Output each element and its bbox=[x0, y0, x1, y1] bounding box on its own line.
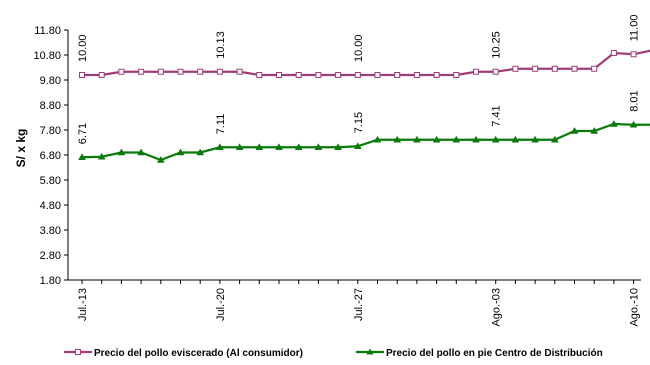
y-axis-label: S/ x kg bbox=[14, 129, 28, 168]
series-2-point bbox=[156, 156, 165, 163]
series-2-point bbox=[196, 148, 205, 156]
series-1-point bbox=[512, 65, 519, 72]
series-2-point bbox=[531, 135, 540, 143]
series-1-point bbox=[591, 65, 598, 72]
series-group: 10.00 10.13 10.00 10.25 11.00 6.71 7.11 7.15 7.4… bbox=[77, 15, 650, 163]
series-2-point bbox=[609, 120, 618, 127]
series-1-point bbox=[276, 72, 282, 78]
data-label-series-1: 11.00 bbox=[629, 15, 641, 42]
series-1-point bbox=[354, 72, 361, 78]
series-1-point bbox=[197, 68, 204, 75]
series-1-point bbox=[138, 68, 145, 75]
series-1-point bbox=[236, 68, 243, 75]
x-tick-label: Jul.-13 bbox=[77, 288, 89, 321]
series-2-point bbox=[314, 143, 323, 150]
series-1-point bbox=[315, 72, 322, 78]
series-1-point bbox=[256, 72, 263, 78]
series-1-point bbox=[394, 72, 401, 78]
series-1-point bbox=[335, 72, 342, 78]
series-1-point bbox=[551, 65, 558, 72]
y-tick-label: 7.80 bbox=[40, 125, 61, 137]
series-2-point bbox=[176, 148, 185, 156]
y-tick-label: 6.80 bbox=[40, 150, 61, 162]
series-2-point bbox=[294, 143, 303, 150]
series-1-point bbox=[453, 72, 460, 78]
y-tick-label: 1.80 bbox=[40, 275, 61, 287]
series-1-point bbox=[433, 72, 440, 78]
series-1-point bbox=[177, 68, 184, 75]
legend-label-1: Precio del pollo eviscerado (Al consumid… bbox=[94, 348, 303, 359]
series-1-point bbox=[532, 65, 539, 72]
data-label-series-2: 7.41 bbox=[491, 105, 503, 126]
series-2-point bbox=[275, 143, 283, 150]
series-line-1 bbox=[82, 49, 650, 77]
series-1-point bbox=[98, 72, 105, 78]
x-tick-label: Jul.-20 bbox=[215, 288, 227, 321]
series-2-point bbox=[215, 143, 224, 150]
y-tick-label: 11.80 bbox=[34, 25, 61, 37]
series-2-point bbox=[97, 152, 106, 160]
y-tick-label: 9.80 bbox=[40, 75, 61, 87]
data-label-series-2: 7.15 bbox=[353, 112, 365, 133]
series-2-point bbox=[550, 135, 559, 143]
data-label-series-2: 7.11 bbox=[215, 114, 227, 135]
series-2-point bbox=[235, 143, 244, 150]
series-1-point bbox=[413, 72, 420, 78]
series-2-point bbox=[353, 142, 362, 149]
series-1-point bbox=[118, 68, 125, 75]
y-tick-label: 3.80 bbox=[40, 225, 61, 237]
data-label-series-2: 6.71 bbox=[77, 123, 89, 144]
series-1-point bbox=[157, 68, 164, 75]
series-2-point bbox=[117, 148, 126, 156]
series-2-point bbox=[137, 148, 146, 156]
series-2-point bbox=[373, 135, 382, 143]
series-1-point bbox=[473, 68, 479, 75]
series-2-point bbox=[629, 120, 638, 128]
legend: Precio del pollo eviscerado (Al consumid… bbox=[64, 348, 603, 359]
series-2-point bbox=[570, 127, 579, 134]
y-tick-label: 10.80 bbox=[33, 50, 61, 62]
legend-marker-1 bbox=[75, 349, 81, 355]
legend-marker-2 bbox=[366, 348, 374, 355]
data-label-series-1: 10.25 bbox=[491, 31, 503, 59]
series-1-point bbox=[295, 72, 302, 78]
series-2-point bbox=[432, 135, 441, 143]
series-2-point bbox=[491, 135, 500, 143]
series-1-point bbox=[610, 50, 617, 56]
series-2-point bbox=[393, 135, 402, 143]
y-tick-label: 8.80 bbox=[40, 100, 61, 112]
series-1-point bbox=[571, 65, 578, 72]
y-tick-label: 2.80 bbox=[40, 250, 61, 262]
series-2-point bbox=[472, 135, 480, 143]
series-2-point bbox=[511, 135, 520, 143]
x-axis-ticks: Jul.-13 Jul.-20 Jul.-27 Ago.-03 Ago.-10 bbox=[77, 280, 641, 327]
legend-label-2: Precio del pollo en pie Centro de Distri… bbox=[386, 348, 603, 359]
series-1-point bbox=[630, 51, 637, 58]
x-tick-label: Ago.-10 bbox=[629, 288, 641, 327]
series-2-point bbox=[452, 135, 461, 143]
series-1-point bbox=[216, 68, 223, 75]
series-1-point bbox=[492, 68, 499, 75]
series-2-point bbox=[255, 143, 264, 150]
y-axis-ticks: 1.80 2.80 3.80 4.80 5.80 6.80 7.80 8.80 9.80 10.8… bbox=[33, 25, 68, 287]
x-tick-label: Jul.-27 bbox=[353, 288, 365, 321]
series-2-point bbox=[590, 127, 599, 134]
y-tick-label: 4.80 bbox=[40, 200, 61, 212]
series-1-point bbox=[374, 72, 381, 78]
series-line-2 bbox=[81, 122, 650, 162]
series-2-point bbox=[334, 143, 343, 150]
series-2-point bbox=[78, 153, 86, 160]
data-label-series-1: 10.00 bbox=[77, 34, 89, 62]
data-label-series-1: 10.13 bbox=[215, 31, 227, 59]
data-label-series-1: 10.00 bbox=[353, 34, 365, 62]
y-tick-label: 5.80 bbox=[40, 175, 61, 187]
series-2-point bbox=[412, 135, 421, 143]
series-1-point bbox=[79, 72, 85, 78]
data-label-series-2: 8.01 bbox=[629, 90, 641, 111]
x-tick-label: Ago.-03 bbox=[491, 288, 503, 327]
